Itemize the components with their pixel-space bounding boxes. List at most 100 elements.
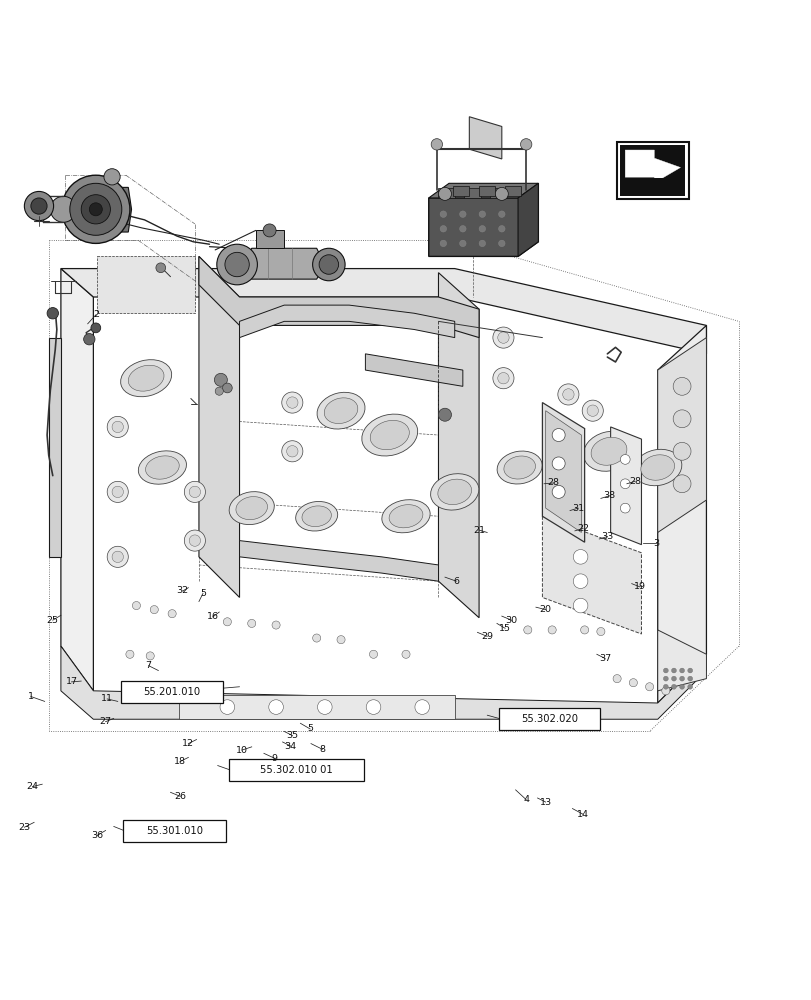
Text: 28: 28 (629, 477, 640, 486)
Circle shape (431, 139, 442, 150)
Text: 19: 19 (633, 582, 645, 591)
Text: 10: 10 (236, 746, 247, 755)
Polygon shape (517, 183, 538, 256)
Circle shape (184, 530, 205, 551)
Ellipse shape (128, 365, 164, 391)
Circle shape (104, 169, 120, 185)
Circle shape (645, 683, 653, 691)
Polygon shape (428, 183, 538, 198)
Polygon shape (61, 646, 706, 719)
Ellipse shape (316, 392, 365, 429)
Circle shape (150, 606, 158, 614)
Ellipse shape (236, 497, 267, 520)
FancyBboxPatch shape (121, 681, 223, 703)
Circle shape (459, 211, 466, 217)
Circle shape (580, 626, 588, 634)
Circle shape (612, 675, 620, 683)
Circle shape (107, 546, 128, 567)
Text: 26: 26 (174, 792, 186, 801)
Text: 2: 2 (92, 310, 99, 319)
Circle shape (672, 475, 690, 493)
Circle shape (498, 226, 504, 232)
Text: 32: 32 (177, 586, 188, 595)
Ellipse shape (121, 360, 171, 397)
Ellipse shape (640, 455, 674, 480)
Text: 4: 4 (522, 795, 529, 804)
Circle shape (547, 626, 556, 634)
Circle shape (112, 486, 123, 498)
Ellipse shape (437, 479, 471, 505)
Bar (620, 145, 684, 196)
Circle shape (679, 676, 684, 681)
Text: 18: 18 (174, 757, 186, 766)
Bar (490, 188, 506, 198)
Circle shape (498, 240, 504, 247)
Circle shape (81, 195, 110, 224)
Circle shape (581, 400, 603, 421)
Text: 24: 24 (27, 782, 38, 791)
Text: 15: 15 (499, 624, 510, 633)
Text: 28: 28 (547, 478, 559, 487)
Circle shape (620, 479, 629, 489)
Circle shape (573, 598, 587, 613)
Ellipse shape (430, 474, 478, 510)
Polygon shape (657, 338, 706, 532)
Circle shape (414, 700, 429, 714)
Polygon shape (178, 695, 454, 719)
Circle shape (401, 650, 410, 658)
Text: 29: 29 (481, 632, 492, 641)
Circle shape (220, 700, 234, 714)
Bar (504, 186, 521, 196)
FancyBboxPatch shape (123, 820, 225, 842)
Circle shape (281, 441, 303, 462)
Circle shape (586, 405, 598, 416)
Text: 6: 6 (453, 577, 459, 586)
Polygon shape (469, 117, 501, 159)
Text: 17: 17 (66, 677, 77, 686)
Polygon shape (610, 427, 641, 545)
Circle shape (272, 621, 280, 629)
Text: 5: 5 (200, 589, 206, 598)
Polygon shape (657, 630, 706, 691)
Circle shape (438, 187, 451, 200)
Ellipse shape (145, 456, 179, 479)
Text: 30: 30 (505, 616, 517, 625)
Circle shape (168, 610, 176, 618)
Circle shape (70, 183, 122, 235)
Text: 38: 38 (603, 491, 614, 500)
Polygon shape (239, 541, 438, 581)
Circle shape (551, 485, 564, 498)
Text: 1: 1 (28, 692, 34, 701)
Circle shape (551, 457, 564, 470)
Circle shape (671, 676, 676, 681)
Ellipse shape (633, 449, 681, 486)
Text: 14: 14 (577, 810, 588, 819)
Ellipse shape (362, 414, 417, 456)
Circle shape (679, 668, 684, 673)
Circle shape (498, 211, 504, 217)
Polygon shape (49, 338, 61, 557)
Polygon shape (438, 273, 478, 618)
Circle shape (459, 226, 466, 232)
Circle shape (663, 668, 667, 673)
Bar (621, 178, 683, 196)
Circle shape (492, 368, 513, 389)
Circle shape (317, 700, 332, 714)
Text: 33: 33 (600, 532, 613, 541)
Circle shape (497, 332, 508, 343)
Text: 21: 21 (473, 526, 484, 535)
Polygon shape (542, 403, 584, 542)
Bar (464, 188, 480, 198)
Circle shape (478, 240, 485, 247)
Circle shape (225, 252, 249, 277)
Text: 27: 27 (100, 717, 111, 726)
Circle shape (62, 175, 130, 243)
Polygon shape (255, 230, 284, 248)
Circle shape (286, 397, 298, 408)
Text: 9: 9 (271, 754, 277, 763)
Text: 34: 34 (285, 742, 296, 751)
Circle shape (520, 139, 531, 150)
Circle shape (312, 634, 320, 642)
Circle shape (223, 618, 231, 626)
Text: 35: 35 (286, 731, 298, 740)
